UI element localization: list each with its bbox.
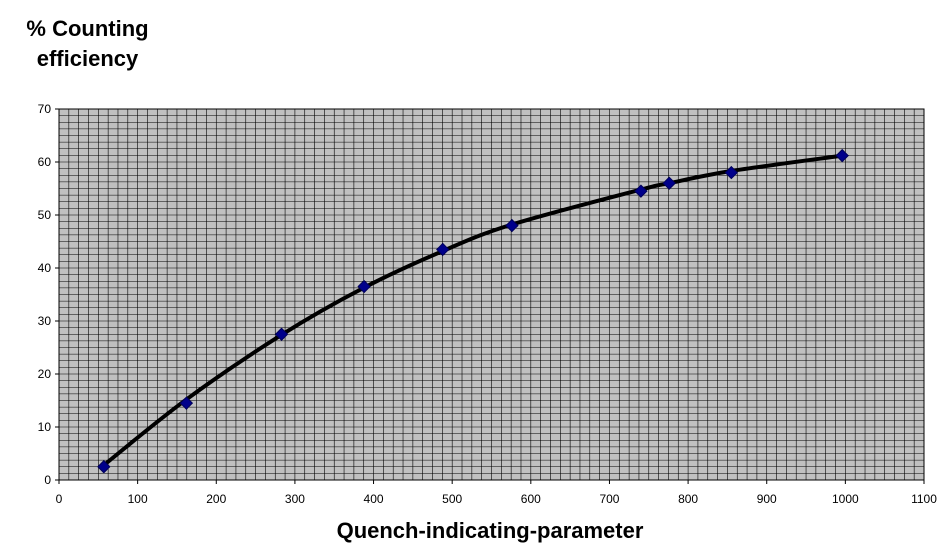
data-point (662, 176, 676, 190)
x-tick-label: 600 (521, 492, 541, 506)
plot-border (58, 108, 925, 481)
trendline (101, 153, 845, 468)
x-tick-label: 200 (206, 492, 226, 506)
data-point (505, 218, 519, 233)
y-tick-label: 40 (38, 261, 52, 275)
x-tick-label: 500 (442, 492, 462, 506)
x-tick-label: 100 (128, 492, 148, 506)
y-tick-label: 60 (38, 155, 52, 169)
x-tick-label: 1000 (832, 492, 859, 506)
y-axis-title: % Counting efficiency (0, 14, 175, 74)
data-point (97, 460, 111, 474)
x-tick-label: 900 (757, 492, 777, 506)
y-tick-label: 50 (38, 208, 52, 222)
y-tick-label: 70 (38, 102, 52, 116)
data-point (274, 327, 289, 341)
y-tick-label: 10 (38, 420, 52, 434)
x-tick-label: 300 (285, 492, 305, 506)
y-tick-label: 30 (38, 314, 52, 328)
data-point (724, 165, 739, 180)
x-tick-label: 800 (678, 492, 698, 506)
data-point (436, 242, 450, 257)
x-tick-label: 1100 (911, 492, 937, 506)
x-tick-label: 400 (364, 492, 384, 506)
y-tick-label: 20 (38, 367, 52, 381)
data-point (357, 279, 371, 294)
x-axis-title: Quench-indicating-parameter (336, 518, 644, 543)
gridlines (58, 108, 925, 481)
y-axis-title-line-1: % Counting (26, 16, 149, 41)
x-tick-label: 700 (599, 492, 619, 506)
y-tick-label: 0 (44, 473, 51, 487)
x-tick-label: 0 (56, 492, 63, 506)
y-axis-title-line-2: efficiency (36, 46, 139, 71)
data-point (179, 396, 194, 410)
data-point (835, 148, 849, 163)
data-point (634, 184, 648, 198)
